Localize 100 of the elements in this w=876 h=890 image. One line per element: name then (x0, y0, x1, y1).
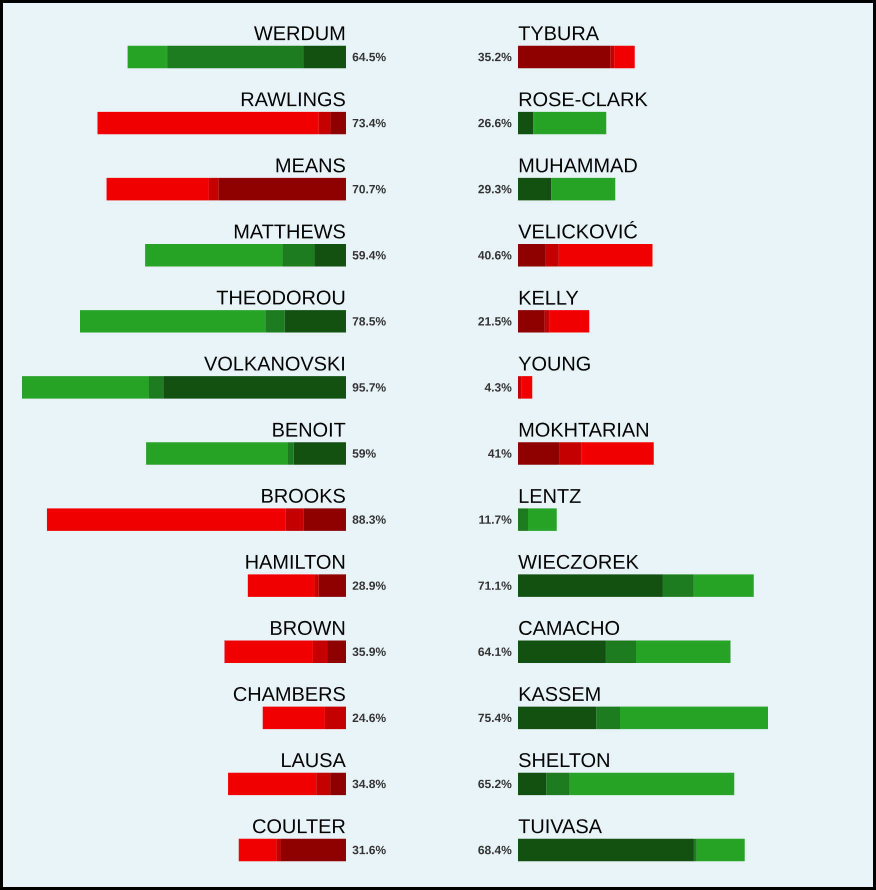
bar (518, 442, 560, 465)
bar (314, 574, 319, 597)
bar (518, 310, 545, 333)
y-tick-label: VELICKOVIĆ (518, 221, 638, 239)
bar (614, 46, 635, 68)
bar (318, 574, 346, 597)
y-tick-label: BROOKS (262, 488, 345, 503)
bar (146, 442, 288, 465)
bar (694, 574, 754, 597)
y-tick-label: WIECZOREK (518, 554, 639, 569)
text: 31.6% (352, 846, 386, 854)
bar (280, 838, 346, 862)
bar (330, 112, 346, 134)
bar (145, 244, 282, 266)
text: 64.1% (478, 648, 512, 656)
text: 24.6% (352, 714, 386, 722)
bar (518, 838, 694, 862)
bar (518, 772, 546, 796)
y-tick-label: WERDUM (254, 26, 344, 40)
bar (218, 178, 346, 200)
bar (46, 508, 286, 531)
bar (238, 838, 276, 862)
text: 4.3% (484, 383, 512, 392)
text: 41% (488, 449, 512, 458)
y-tick-label: HAMILTON (246, 554, 344, 569)
bar (606, 640, 636, 663)
y-tick-label: MATTHEWS (234, 224, 345, 239)
bar (550, 310, 590, 333)
bar (312, 640, 328, 663)
bar (521, 376, 532, 399)
text: 21.5% (478, 317, 512, 326)
text: 68.4% (478, 846, 512, 854)
bar (294, 442, 346, 465)
bar (288, 442, 294, 465)
bar (518, 574, 663, 597)
bar (533, 112, 606, 134)
bar (149, 376, 164, 399)
y-tick-label: SHELTON (519, 753, 609, 768)
y-tick-label: TYBURA (518, 26, 599, 40)
bar (581, 442, 654, 465)
bar (304, 46, 346, 68)
y-tick-label: COULTER (253, 819, 345, 834)
bar (518, 706, 596, 730)
bar (328, 640, 346, 663)
bar (546, 772, 570, 796)
y-tick-label: THEODOROU (216, 290, 344, 305)
bar (97, 112, 319, 134)
bar (694, 838, 697, 862)
y-tick-label: MUHAMMAD (520, 158, 637, 172)
bar (662, 574, 694, 597)
bar (106, 178, 209, 200)
text: 73.4% (352, 118, 386, 128)
bar (286, 508, 304, 531)
bar (163, 376, 346, 399)
y-tick-label: CAMACHO (519, 620, 620, 636)
bar (610, 46, 614, 68)
text: 95.7% (352, 383, 386, 392)
y-tick-label: MEANS (276, 158, 345, 172)
bar (696, 838, 745, 862)
text: 35.2% (478, 52, 512, 62)
bar (208, 178, 219, 200)
bar (80, 310, 266, 333)
bar (636, 640, 731, 663)
bar (551, 178, 616, 200)
text: 78.5% (352, 317, 386, 326)
bar (316, 772, 330, 796)
bar (518, 640, 606, 663)
text: 35.9% (352, 648, 386, 656)
bar (560, 442, 582, 465)
text: 70.7% (352, 184, 386, 194)
bar (284, 310, 346, 333)
y-tick-label: VOLKANOVSKI (204, 356, 344, 371)
bar (304, 508, 346, 531)
bar (22, 376, 150, 399)
y-tick-label: LAUSA (282, 753, 346, 768)
y-tick-label: RAWLINGS (242, 92, 345, 106)
y-tick-label: LENTZ (520, 489, 581, 503)
text: 88.3% (352, 515, 386, 524)
bar (518, 376, 522, 399)
bar (518, 508, 528, 531)
bar (265, 310, 285, 333)
bar (546, 244, 559, 266)
y-tick-label: YOUNG (518, 356, 590, 371)
y-tick-label: ROSE-CLARK (520, 92, 648, 106)
bar (558, 244, 653, 266)
bar (314, 244, 346, 266)
y-tick-label: MOKHTARIAN (520, 422, 648, 437)
bar (324, 706, 346, 730)
y-tick-label: BENOIT (273, 422, 346, 437)
text: 75.4% (478, 714, 512, 722)
bar (596, 706, 620, 730)
text: 71.1% (478, 581, 512, 590)
bar (620, 706, 768, 730)
y-tick-label: TUIVASA (518, 819, 602, 834)
text: 29.3% (478, 184, 512, 194)
bar (570, 772, 734, 796)
bar (276, 838, 281, 862)
bar (330, 772, 346, 796)
text: 59.4% (352, 251, 386, 260)
text: 26.6% (478, 118, 512, 128)
